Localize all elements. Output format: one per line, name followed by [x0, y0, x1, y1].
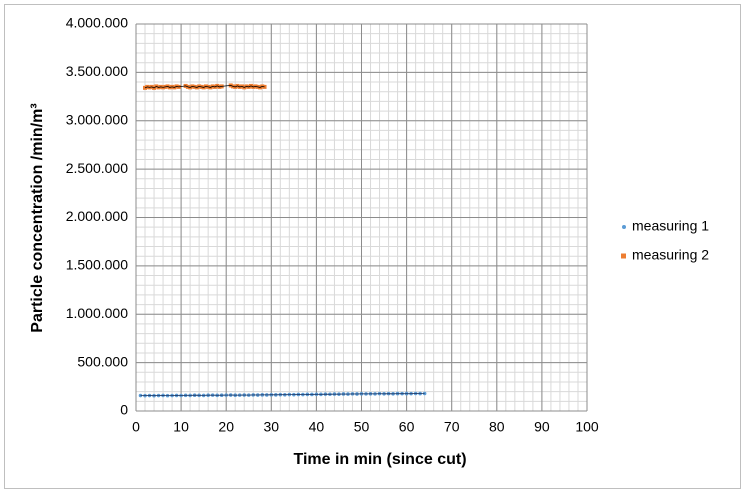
legend-marker: [621, 253, 626, 259]
y-tick-label: 0: [120, 402, 128, 418]
x-tick-label: 10: [173, 419, 189, 435]
legend: measuring 1 measuring 2: [621, 218, 709, 263]
point: [262, 84, 267, 89]
series-line: [144, 84, 265, 89]
y-tick-label: 3.000.000: [66, 111, 128, 127]
legend-label: measuring 2: [632, 247, 709, 263]
x-axis-label: Time in min (since cut): [293, 451, 466, 468]
x-tick-label: 50: [354, 419, 370, 435]
y-tick-label: 4.000.000: [66, 15, 128, 31]
x-tick-label: 70: [444, 419, 460, 435]
y-tick-label: 2.500.000: [66, 160, 128, 176]
x-tick-label: 90: [534, 419, 550, 435]
x-tick-label: 0: [132, 419, 140, 435]
y-tick-label: 3.500.000: [66, 63, 128, 79]
series-line: [140, 393, 425, 397]
legend-label: measuring 1: [632, 218, 709, 234]
marks: [138, 83, 427, 398]
y-tick-label: 2.000.000: [66, 208, 128, 224]
x-tick-label: 80: [489, 419, 505, 435]
x-tick-label: 60: [399, 419, 415, 435]
y-axis-label: Particle concentration /min/m³: [29, 103, 46, 332]
point: [422, 391, 427, 396]
legend-marker: [622, 225, 626, 229]
x-tick-label: 40: [309, 419, 325, 435]
y-tick-label: 500.000: [77, 353, 128, 369]
y-tick-label: 1.000.000: [66, 305, 128, 321]
x-tick-label: 30: [264, 419, 280, 435]
x-tick-label: 100: [575, 419, 599, 435]
x-tick-label: 20: [218, 419, 234, 435]
y-tick-label: 1.500.000: [66, 257, 128, 273]
